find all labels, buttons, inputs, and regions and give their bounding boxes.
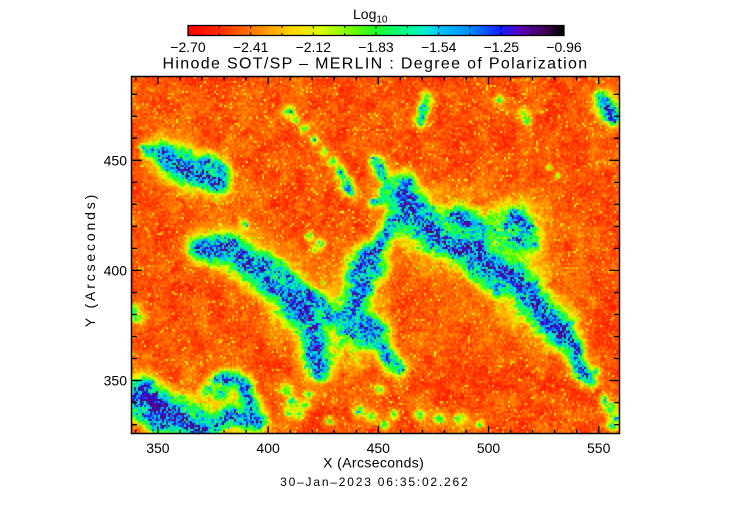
- svg-text:−2.70: −2.70: [170, 39, 206, 55]
- svg-text:400: 400: [104, 263, 128, 279]
- svg-text:Hinode SOT/SP – MERLIN : Degre: Hinode SOT/SP – MERLIN : Degree of Polar…: [163, 56, 589, 73]
- svg-text:400: 400: [256, 440, 280, 456]
- svg-text:−1.83: −1.83: [358, 39, 394, 55]
- svg-text:350: 350: [146, 440, 170, 456]
- svg-text:30–Jan–2023 06:35:02.262: 30–Jan–2023 06:35:02.262: [280, 475, 469, 489]
- svg-text:−1.54: −1.54: [421, 39, 457, 55]
- svg-text:Y (Arcseconds): Y (Arcseconds): [82, 192, 98, 327]
- svg-text:−0.96: −0.96: [546, 39, 582, 55]
- svg-text:350: 350: [104, 373, 128, 389]
- svg-text:500: 500: [477, 440, 501, 456]
- svg-text:−2.41: −2.41: [233, 39, 269, 55]
- svg-text:Log10: Log10: [353, 6, 388, 25]
- svg-text:−1.25: −1.25: [484, 39, 520, 55]
- svg-text:X (Arcseconds): X (Arcseconds): [323, 454, 424, 470]
- svg-text:550: 550: [587, 440, 611, 456]
- svg-text:450: 450: [367, 440, 391, 456]
- svg-text:450: 450: [104, 152, 128, 168]
- svg-text:−2.12: −2.12: [296, 39, 332, 55]
